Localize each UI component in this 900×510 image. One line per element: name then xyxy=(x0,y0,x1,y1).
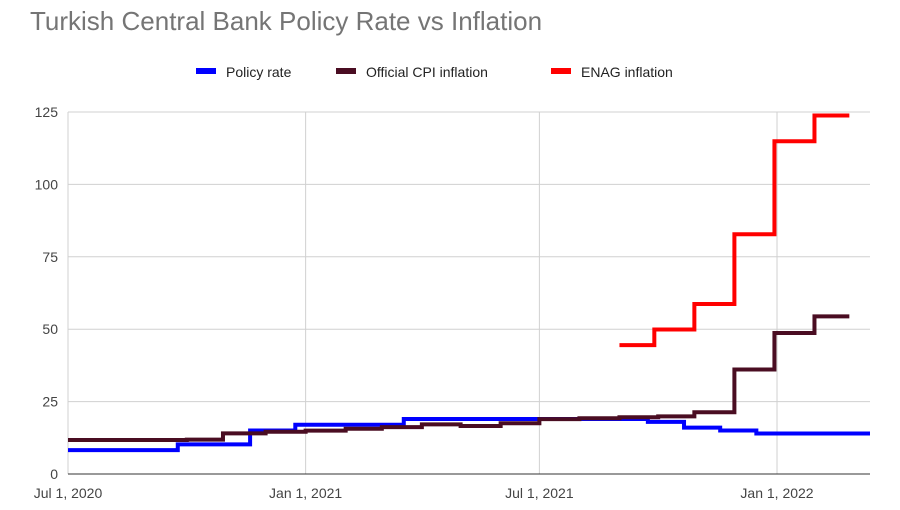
x-tick-label: Jul 1, 2020 xyxy=(34,485,103,501)
y-tick-label: 75 xyxy=(42,249,58,265)
legend-swatch xyxy=(196,68,216,74)
series-line-official-cpi-inflation xyxy=(68,314,850,442)
x-tick-label: Jan 1, 2022 xyxy=(740,485,813,501)
legend-swatch xyxy=(551,68,571,74)
y-tick-label: 100 xyxy=(35,176,59,192)
y-tick-label: 50 xyxy=(42,321,58,337)
y-tick-label: 25 xyxy=(42,394,58,410)
legend-label: ENAG inflation xyxy=(581,64,673,80)
legend-label: Official CPI inflation xyxy=(366,64,488,80)
x-tick-label: Jul 1, 2021 xyxy=(505,485,574,501)
legend-label: Policy rate xyxy=(226,64,292,80)
series-line-policy-rate xyxy=(68,416,870,453)
y-tick-label: 125 xyxy=(35,104,59,120)
x-tick-label: Jan 1, 2021 xyxy=(269,485,342,501)
legend-swatch xyxy=(336,68,356,74)
y-tick-label: 0 xyxy=(50,466,58,482)
series-line-enag-inflation xyxy=(619,113,850,348)
chart-title: Turkish Central Bank Policy Rate vs Infl… xyxy=(30,6,543,36)
